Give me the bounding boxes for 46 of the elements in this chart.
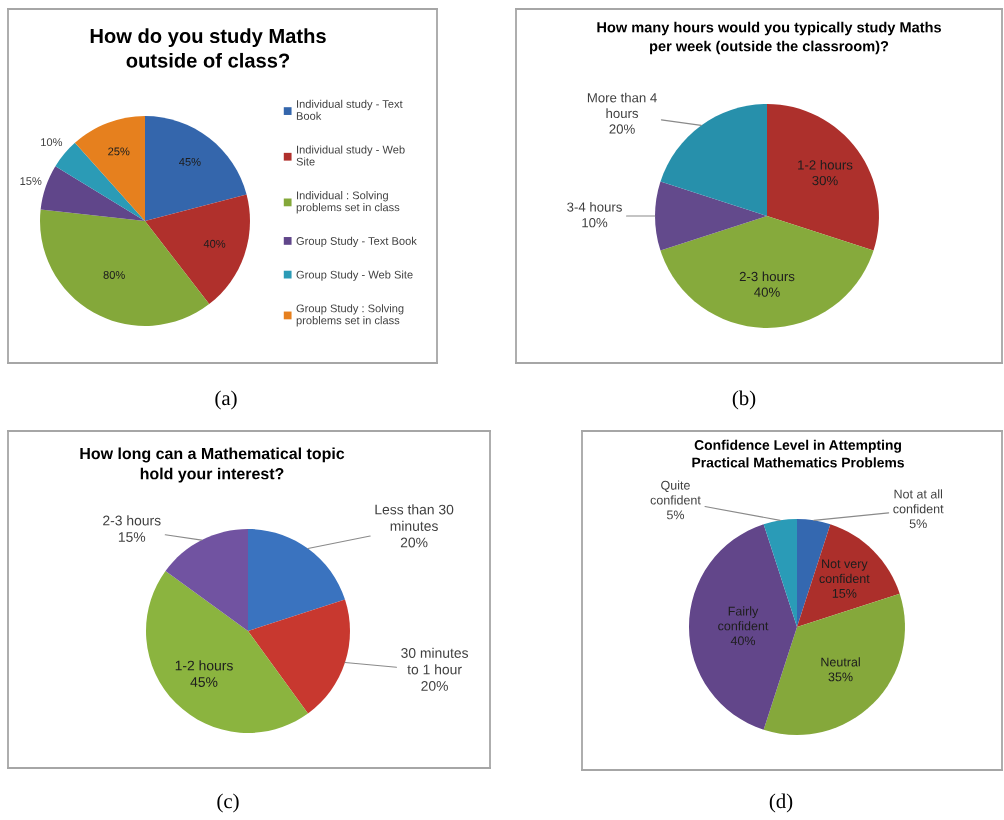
data-label: 10% xyxy=(582,218,608,228)
data-label: 35% xyxy=(828,672,853,682)
slice-label: 2-3 hours xyxy=(103,515,161,526)
data-label: 40% xyxy=(754,287,780,297)
data-label: 30% xyxy=(812,175,838,186)
legend-label: Group Study : Solving problems set in class xyxy=(296,304,404,327)
data-label: 10% xyxy=(41,138,63,147)
data-label: 20% xyxy=(400,537,428,548)
slice-label: More than 4 hours xyxy=(587,92,657,119)
chart-title: How do you study Maths outside of class? xyxy=(90,28,326,68)
data-label: 25% xyxy=(108,147,130,156)
chart-title: How long can a Mathematical topic hold your interest? xyxy=(80,447,345,483)
data-label: 20% xyxy=(421,681,448,691)
data-label: 15% xyxy=(20,177,42,185)
legend-label: Group Study - Text Book xyxy=(296,236,417,248)
legend-label: Individual study - Text Book xyxy=(296,99,403,120)
legend-label: Individual study - Web Site xyxy=(296,145,405,166)
slice-label: Quite confident xyxy=(650,480,701,505)
slice-label: Not very confident xyxy=(819,559,870,584)
data-label: 40% xyxy=(203,239,226,248)
data-label: 15% xyxy=(118,532,146,542)
data-label: 45% xyxy=(190,677,218,687)
data-label: 15% xyxy=(832,589,857,598)
slice-label: Neutral xyxy=(821,657,860,667)
slice-label: Less than 30 minutes xyxy=(375,504,454,531)
slice-label: 3-4 hours xyxy=(567,202,622,212)
data-label: 5% xyxy=(909,519,927,529)
text: (a) xyxy=(215,390,237,410)
slice-label: 30 minutes to 1 hour xyxy=(401,647,469,675)
text: (b) xyxy=(732,390,756,410)
text: (d) xyxy=(769,793,793,813)
data-label: 40% xyxy=(730,636,756,646)
data-label: 45% xyxy=(179,157,201,166)
data-label: 20% xyxy=(609,124,635,134)
chart-title: Confidence Level in Attempting Practical Mathematics Problems xyxy=(692,439,904,468)
slice-label: 1-2 hours xyxy=(798,159,853,170)
slice-label: Fairly confident xyxy=(718,606,769,631)
legend-label: Group Study - Web Site xyxy=(296,270,413,281)
slice-label: 1-2 hours xyxy=(175,660,233,671)
slice-label: Not at all confident xyxy=(893,489,944,514)
data-label: 5% xyxy=(666,510,685,520)
legend-label: Individual : Solving problems set in class xyxy=(296,191,400,214)
chart-title: How many hours would you typically study Maths per week (outside the classroom)? xyxy=(597,21,942,55)
text: (c) xyxy=(217,793,239,813)
slice-label: 2-3 hours xyxy=(739,271,795,282)
data-label: 80% xyxy=(103,271,125,279)
